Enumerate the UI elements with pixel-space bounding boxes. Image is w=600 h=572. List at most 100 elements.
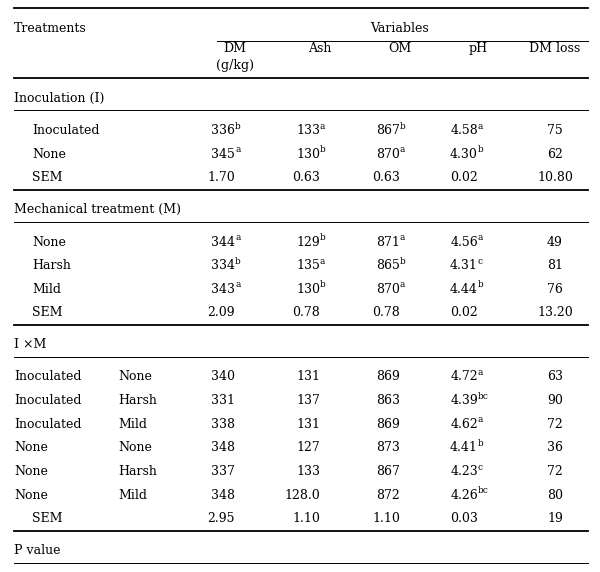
Text: P value: P value [14, 544, 61, 557]
Text: 131: 131 [296, 418, 320, 431]
Text: a: a [235, 233, 241, 242]
Text: a: a [400, 233, 406, 242]
Text: b: b [478, 280, 484, 289]
Text: 343: 343 [211, 283, 235, 296]
Text: b: b [320, 233, 326, 242]
Text: 133: 133 [296, 465, 320, 478]
Text: 4.26: 4.26 [450, 488, 478, 502]
Text: SEM: SEM [32, 307, 62, 319]
Text: 0.78: 0.78 [292, 307, 320, 319]
Text: 334: 334 [211, 259, 235, 272]
Text: Harsh: Harsh [118, 465, 157, 478]
Text: None: None [14, 465, 48, 478]
Text: 336: 336 [211, 124, 235, 137]
Text: Harsh: Harsh [32, 259, 71, 272]
Text: 0.02: 0.02 [450, 172, 478, 184]
Text: 80: 80 [547, 488, 563, 502]
Text: a: a [478, 368, 484, 377]
Text: Mechanical treatment (M): Mechanical treatment (M) [14, 203, 181, 216]
Text: 872: 872 [376, 488, 400, 502]
Text: Harsh: Harsh [118, 394, 157, 407]
Text: Mild: Mild [32, 283, 61, 296]
Text: Treatments: Treatments [14, 22, 87, 35]
Text: 76: 76 [547, 283, 563, 296]
Text: 1.70: 1.70 [207, 172, 235, 184]
Text: 863: 863 [376, 394, 400, 407]
Text: a: a [400, 145, 406, 154]
Text: 4.72: 4.72 [451, 371, 478, 383]
Text: 2.95: 2.95 [208, 513, 235, 525]
Text: 867: 867 [376, 124, 400, 137]
Text: None: None [118, 371, 152, 383]
Text: 4.23: 4.23 [450, 465, 478, 478]
Text: b: b [320, 145, 326, 154]
Text: 344: 344 [211, 236, 235, 248]
Text: 130: 130 [296, 148, 320, 161]
Text: b: b [400, 122, 406, 130]
Text: b: b [478, 145, 484, 154]
Text: 0.78: 0.78 [372, 307, 400, 319]
Text: 135: 135 [296, 259, 320, 272]
Text: Variables: Variables [371, 22, 430, 35]
Text: 0.02: 0.02 [450, 307, 478, 319]
Text: a: a [478, 122, 484, 130]
Text: 1.10: 1.10 [292, 513, 320, 525]
Text: I ×M: I ×M [14, 338, 46, 351]
Text: None: None [14, 442, 48, 454]
Text: 865: 865 [376, 259, 400, 272]
Text: Inoculation (I): Inoculation (I) [14, 92, 104, 105]
Text: 36: 36 [547, 442, 563, 454]
Text: 331: 331 [211, 394, 235, 407]
Text: (g/kg): (g/kg) [216, 59, 254, 72]
Text: None: None [118, 442, 152, 454]
Text: 0.63: 0.63 [292, 172, 320, 184]
Text: c: c [478, 257, 483, 265]
Text: 348: 348 [211, 488, 235, 502]
Text: 340: 340 [211, 371, 235, 383]
Text: 870: 870 [376, 148, 400, 161]
Text: 10.80: 10.80 [537, 172, 573, 184]
Text: 137: 137 [296, 394, 320, 407]
Text: SEM: SEM [32, 172, 62, 184]
Text: 72: 72 [547, 418, 563, 431]
Text: 0.63: 0.63 [372, 172, 400, 184]
Text: Inoculated: Inoculated [14, 418, 82, 431]
Text: a: a [320, 122, 325, 130]
Text: 72: 72 [547, 465, 563, 478]
Text: 4.56: 4.56 [450, 236, 478, 248]
Text: 130: 130 [296, 283, 320, 296]
Text: b: b [235, 257, 241, 265]
Text: Inoculated: Inoculated [14, 371, 82, 383]
Text: bc: bc [478, 486, 489, 495]
Text: 870: 870 [376, 283, 400, 296]
Text: None: None [32, 236, 66, 248]
Text: 337: 337 [211, 465, 235, 478]
Text: 869: 869 [376, 371, 400, 383]
Text: 4.62: 4.62 [450, 418, 478, 431]
Text: SEM: SEM [32, 513, 62, 525]
Text: a: a [235, 280, 241, 289]
Text: 19: 19 [547, 513, 563, 525]
Text: 13.20: 13.20 [537, 307, 573, 319]
Text: 4.58: 4.58 [450, 124, 478, 137]
Text: a: a [320, 257, 325, 265]
Text: 81: 81 [547, 259, 563, 272]
Text: 62: 62 [547, 148, 563, 161]
Text: a: a [478, 233, 484, 242]
Text: 2.09: 2.09 [208, 307, 235, 319]
Text: None: None [14, 488, 48, 502]
Text: Inoculated: Inoculated [32, 124, 100, 137]
Text: b: b [400, 257, 406, 265]
Text: 128.0: 128.0 [284, 488, 320, 502]
Text: 4.30: 4.30 [450, 148, 478, 161]
Text: pH: pH [469, 42, 488, 55]
Text: 131: 131 [296, 371, 320, 383]
Text: 90: 90 [547, 394, 563, 407]
Text: 63: 63 [547, 371, 563, 383]
Text: b: b [235, 122, 241, 130]
Text: a: a [235, 145, 241, 154]
Text: 4.31: 4.31 [450, 259, 478, 272]
Text: 338: 338 [211, 418, 235, 431]
Text: bc: bc [478, 392, 489, 400]
Text: b: b [478, 439, 484, 448]
